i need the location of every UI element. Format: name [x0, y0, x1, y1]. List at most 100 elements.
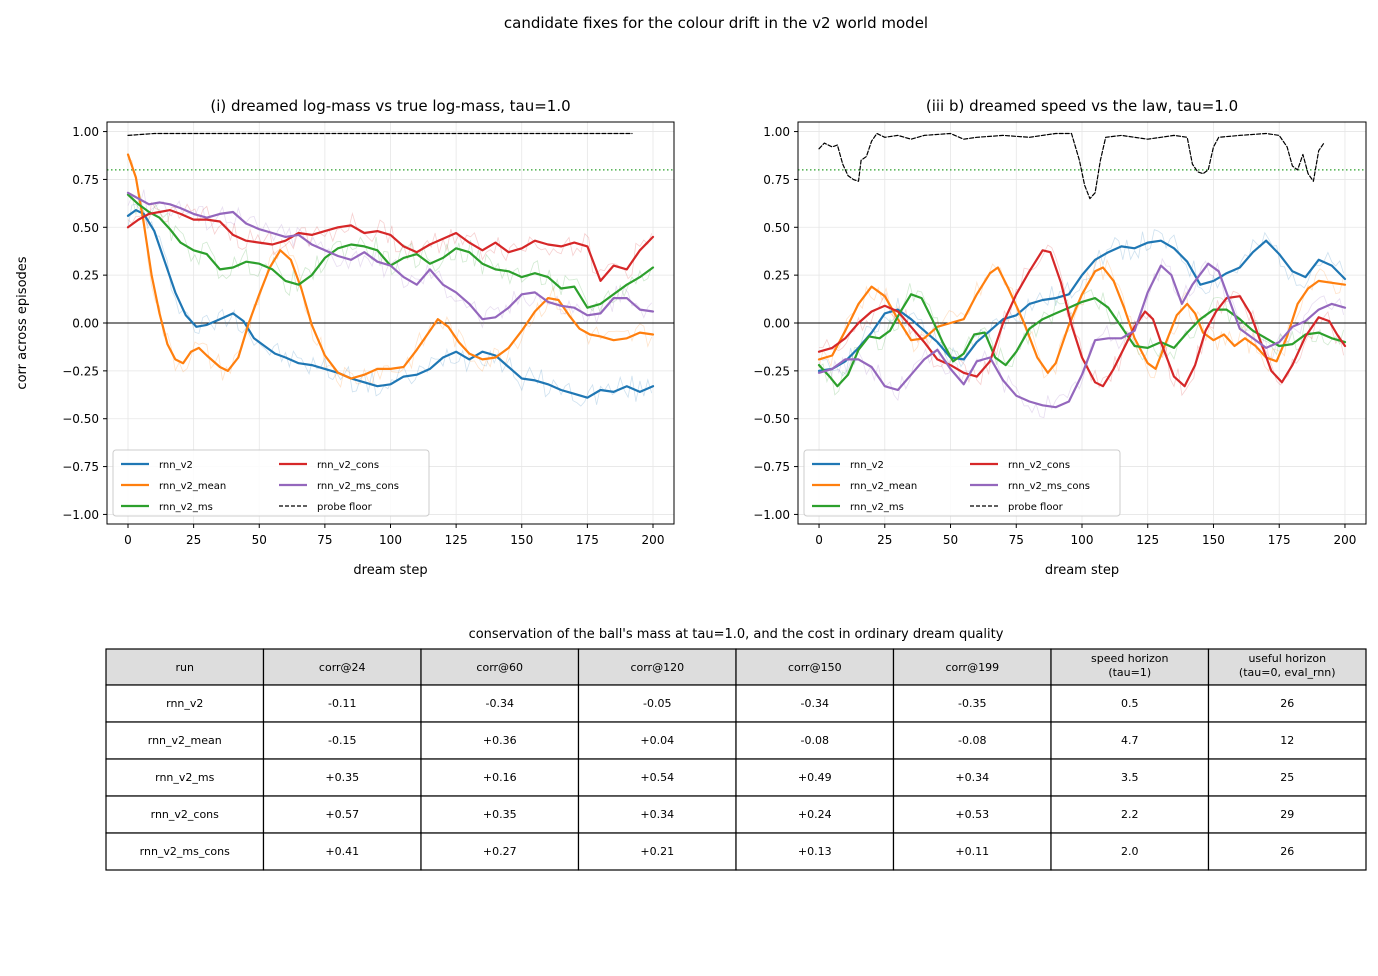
table-cell-text: rnn_v2_ms [155, 771, 214, 784]
table-cell-text: +0.54 [640, 771, 674, 784]
table-cell-text: +0.35 [325, 771, 359, 784]
legend-label: rnn_v2_mean [850, 481, 917, 492]
legend-label: rnn_v2_cons [1008, 460, 1070, 471]
table-cell [1050, 758, 1210, 797]
x-tick-label: 25 [877, 533, 892, 547]
table-cell [420, 684, 580, 723]
x-tick-label: 200 [1334, 533, 1357, 547]
y-tick-label: −0.25 [62, 364, 99, 378]
x-tick-label: 175 [1268, 533, 1291, 547]
table-cell [577, 684, 737, 723]
legend-label: rnn_v2_mean [159, 481, 226, 492]
table-header-cell [1050, 648, 1210, 686]
legend-box [112, 449, 430, 517]
legend-label: rnn_v2_ms [850, 502, 904, 513]
table-cell-text: +0.04 [640, 734, 674, 747]
x-tick-label: 125 [1136, 533, 1159, 547]
y-tick-label: 0.50 [72, 221, 99, 235]
y-tick-label: 0.00 [72, 317, 99, 331]
results-table: conservation of the ball's mass at tau=1… [105, 627, 1367, 871]
x-tick-label: 100 [379, 533, 402, 547]
y-tick-label: 0.25 [763, 269, 790, 283]
table-header-line: corr@120 [630, 661, 684, 674]
table-header-text: corr@24 [319, 661, 366, 674]
series-line-rnn_v2_mean [817, 266, 1347, 374]
table-cell-text: 3.5 [1121, 771, 1139, 784]
table-cell-text: +0.35 [483, 808, 517, 821]
table-header-text: corr@60 [476, 661, 523, 674]
table-header-cell [420, 648, 580, 686]
table-cell [577, 758, 737, 797]
table-cell [1207, 832, 1367, 871]
table-header-cell [105, 648, 265, 686]
table-cell [892, 684, 1052, 723]
y-tick-label: 1.00 [763, 125, 790, 139]
series-line-rnn_v2_mean [126, 153, 655, 380]
legend-label: rnn_v2 [159, 460, 193, 471]
table-cell-text: +0.57 [325, 808, 359, 821]
series-line-probe_floor [127, 132, 633, 136]
y-tick-label: 1.00 [72, 125, 99, 139]
y-tick-label: −0.75 [62, 460, 99, 474]
table-cell-text: +0.11 [955, 845, 989, 858]
table-cell-text: -0.15 [328, 734, 356, 747]
y-tick-label: −1.00 [753, 508, 790, 522]
table-header-cell [735, 648, 895, 686]
series-line-probe_floor [818, 132, 1325, 200]
y-tick-label: −0.25 [753, 364, 790, 378]
x-tick-label: 150 [510, 533, 533, 547]
table-cell-text: -0.11 [328, 697, 356, 710]
x-tick-label: 100 [1071, 533, 1094, 547]
table-header-line: corr@60 [476, 661, 523, 674]
table-cell [735, 758, 895, 797]
plot-area [126, 132, 655, 407]
chart-title: (i) dreamed log-mass vs true log-mass, t… [210, 97, 570, 115]
x-tick-label: 0 [815, 533, 823, 547]
table-cell-text: 0.5 [1121, 697, 1139, 710]
y-tick-label: −1.00 [62, 508, 99, 522]
table-cell-text: -0.08 [958, 734, 986, 747]
table-cell [735, 832, 895, 871]
y-tick-label: −0.75 [753, 460, 790, 474]
y-axis-label: corr across episodes [15, 256, 30, 389]
table-header-line: corr@24 [319, 661, 366, 674]
series-line-rnn_v2 [817, 239, 1347, 372]
chart-panel-speed: 0 25 50 75 100 125 150 175 200 1.00 0.75 0.50 0.25 0.… [753, 97, 1367, 578]
legend-label: rnn_v2_ms_cons [1008, 481, 1090, 492]
x-tick-label: 0 [124, 533, 132, 547]
series-line-rnn_v2_cons [817, 249, 1347, 388]
legend-box [803, 449, 1121, 517]
table-cell [577, 795, 737, 834]
table-cell-text: +0.27 [483, 845, 517, 858]
table-header-line: run [176, 661, 194, 674]
x-tick-label: 200 [642, 533, 665, 547]
table-cell-text: +0.24 [798, 808, 832, 821]
table-cell-text: +0.16 [483, 771, 517, 784]
table-cell-text: +0.21 [640, 845, 674, 858]
table-cell [1050, 684, 1210, 723]
y-tick-label: 0.50 [763, 221, 790, 235]
table-cell-text: +0.36 [483, 734, 517, 747]
table-cell [105, 832, 265, 871]
legend-label: rnn_v2_ms_cons [317, 481, 399, 492]
table-header-text: run [176, 661, 194, 674]
chart-title: (iii b) dreamed speed vs the law, tau=1.… [926, 97, 1238, 115]
y-tick-label: 0.00 [763, 317, 790, 331]
table-cell [262, 721, 422, 760]
table-cell [105, 758, 265, 797]
table-cell-text: -0.34 [801, 697, 829, 710]
table-cell-text: 2.0 [1121, 845, 1139, 858]
y-tick-label: −0.50 [62, 412, 99, 426]
table-cell-text: 26 [1280, 697, 1294, 710]
table-cell [1207, 758, 1367, 797]
legend-label: probe floor [317, 502, 373, 513]
table-cell-text: rnn_v2_mean [148, 734, 222, 747]
x-tick-label: 50 [252, 533, 267, 547]
table-cell-text: 26 [1280, 845, 1294, 858]
x-tick-label: 125 [445, 533, 468, 547]
table-header-text: corr@199 [945, 661, 999, 674]
x-tick-label: 75 [317, 533, 332, 547]
table-cell-text: 25 [1280, 771, 1294, 784]
table-header-text: useful horizon (tau=0, eval_rnn) [1239, 652, 1336, 679]
